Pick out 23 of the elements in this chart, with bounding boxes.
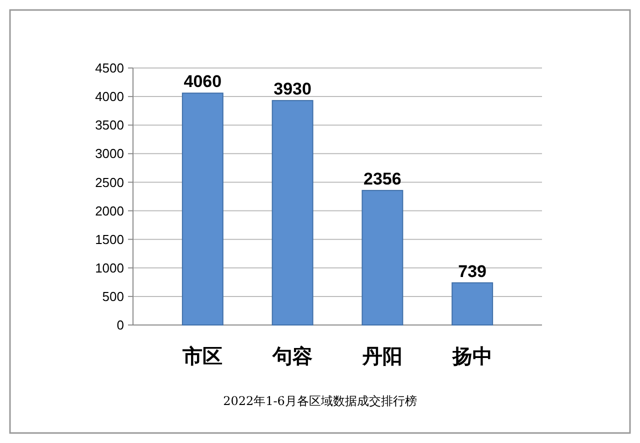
text: 2022年1-6月各区域数据成交排行榜 (223, 394, 417, 408)
bar (272, 100, 314, 326)
data-label: 2356 (364, 169, 402, 188)
bar (182, 92, 224, 326)
y-tick-label: 3000 (95, 146, 124, 162)
y-tick-label: 4500 (95, 60, 124, 76)
data-label: 3930 (274, 80, 312, 99)
y-tick-label: 500 (102, 288, 124, 304)
y-tick-label: 3500 (95, 118, 124, 133)
x-tick-label: 句容 (272, 344, 313, 368)
data-label: 4060 (184, 72, 222, 92)
x-tick-label: 市区 (182, 344, 223, 368)
y-tick-label: 2500 (95, 174, 124, 190)
y-tick-label: 2000 (95, 203, 124, 218)
bar (362, 190, 404, 326)
x-tick-label: 扬中 (451, 344, 492, 368)
y-tick-label: 0 (116, 318, 124, 333)
y-tick-label: 1000 (95, 260, 124, 276)
y-tick-label: 4000 (95, 89, 124, 104)
x-tick-label: 丹阳 (361, 344, 402, 368)
data-label: 739 (458, 262, 487, 281)
y-tick-label: 1500 (95, 232, 124, 247)
bar (452, 282, 494, 326)
